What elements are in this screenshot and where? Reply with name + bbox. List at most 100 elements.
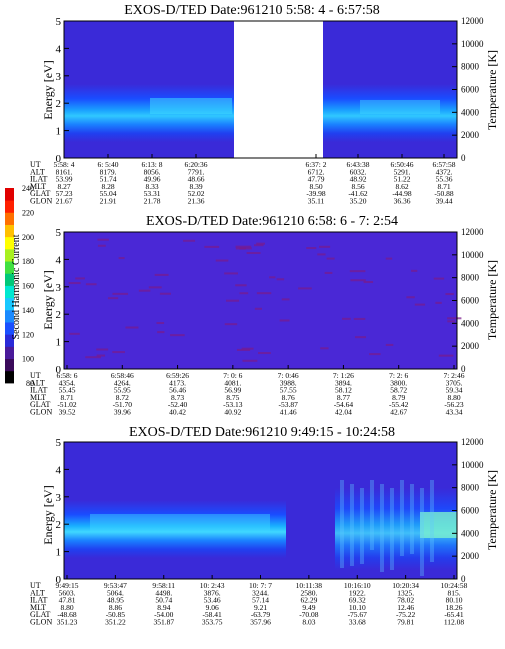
- colorbar-tick-label: 160: [22, 282, 34, 291]
- y-tick-label: 4: [56, 464, 62, 476]
- speckle: [350, 279, 366, 282]
- speckle: [256, 292, 272, 295]
- table-cell: 353.75: [202, 618, 223, 627]
- y2-tick-label: 10000: [461, 250, 484, 260]
- y-tick-label: 0: [56, 364, 62, 376]
- y-tick-label: 3: [56, 492, 62, 504]
- y2-tick-label: 6000: [461, 85, 480, 95]
- table-cell: 6032.: [350, 167, 367, 176]
- y-tick-label: 5: [56, 16, 62, 28]
- table-cell: 7: 0: 6: [223, 371, 242, 380]
- table-cell: 8.72: [116, 393, 129, 402]
- table-cell: 8.77: [337, 393, 350, 402]
- table-cell: 48.92: [350, 175, 367, 184]
- speckle: [363, 281, 374, 284]
- table-cell: -55.42: [389, 400, 409, 409]
- table-cell: 8.79: [392, 393, 405, 402]
- speckle: [242, 359, 258, 362]
- table-cell: 6:58: 6: [56, 371, 77, 380]
- table-cell: 9.06: [206, 603, 219, 612]
- colorbar-swatch: [5, 322, 14, 335]
- panel-title: EXOS-D/TED Date:961210 5:58: 4 - 6:57:58: [124, 3, 379, 18]
- speckle: [324, 271, 333, 274]
- table-cell: -52.40: [168, 400, 188, 409]
- y2-tick-label: 8000: [461, 273, 480, 283]
- energy-band: [64, 500, 286, 558]
- table-cell: 3894.: [335, 378, 352, 387]
- colorbar-tick-label: 220: [22, 208, 34, 217]
- table-cell: -54.64: [334, 400, 354, 409]
- table-cell: 35.20: [350, 197, 367, 206]
- y2-tick-label: 0: [461, 364, 466, 374]
- y2-tick-label: 2000: [461, 551, 480, 561]
- streak: [350, 484, 354, 566]
- speckle: [258, 352, 271, 355]
- table-cell: 8.86: [109, 603, 122, 612]
- speckle: [354, 336, 367, 339]
- streak: [390, 488, 394, 570]
- table-cell: 79.81: [397, 618, 414, 627]
- table-cell: 6:58:46: [111, 371, 134, 380]
- table-cell: 4354.: [59, 378, 76, 387]
- speckle: [157, 331, 165, 334]
- table-cell: 8.56: [351, 182, 364, 191]
- table-cell: 55.95: [114, 386, 131, 395]
- colorbar-swatch: [5, 212, 14, 225]
- table-cell: 62.29: [300, 596, 317, 605]
- colorbar-swatch: [5, 309, 14, 323]
- table-cell: 43.34: [446, 408, 463, 417]
- speckle: [246, 252, 261, 255]
- table-cell: -70.08: [299, 610, 319, 619]
- table-cell: 357.96: [250, 618, 271, 627]
- speckle: [85, 356, 101, 359]
- table-cell: 8.80: [60, 603, 73, 612]
- table-cell: 55.45: [59, 386, 76, 395]
- table-cell: 6:13: 8: [141, 160, 162, 169]
- y-axis-label: Energy [eV]: [41, 270, 55, 329]
- colorbar-tick-label: 180: [22, 257, 34, 266]
- speckle: [118, 257, 125, 260]
- speckle: [159, 292, 171, 295]
- table-cell: -65.41: [444, 610, 464, 619]
- table-cell: 5291.: [394, 167, 411, 176]
- y2-ticks: 0 2000 4000 6000 8000 10000 12000: [452, 16, 484, 163]
- speckle: [306, 247, 317, 250]
- table-cell: 351.87: [153, 618, 174, 627]
- y-tick-label: 1: [56, 126, 62, 138]
- row-label: MLT: [30, 393, 46, 402]
- table-cell: 6:20:36: [185, 160, 208, 169]
- table-cell: 47.81: [59, 596, 76, 605]
- table-cell: 3988.: [280, 378, 297, 387]
- orbit-info-table: UTALTILATMLTGLATGLON9:49:155603.47.818.8…: [30, 575, 468, 627]
- table-cell: -48.68: [57, 610, 77, 619]
- high-lat-streaks: [340, 480, 434, 576]
- table-cell: 53.31: [144, 189, 161, 198]
- speckle: [85, 283, 97, 286]
- y2-tick-label: 8000: [461, 62, 480, 72]
- table-cell: 9.49: [302, 603, 315, 612]
- table-cell: -75.67: [348, 610, 368, 619]
- row-label: MLT: [30, 603, 46, 612]
- row-label: ILAT: [30, 596, 47, 605]
- table-cell: 56.99: [224, 386, 241, 395]
- y-tick-label: 5: [56, 437, 62, 449]
- table-cell: 6:50:46: [391, 160, 414, 169]
- table-cell: 12.46: [397, 603, 414, 612]
- table-cell: 6712.: [308, 167, 325, 176]
- table-cell: 4264.: [114, 378, 131, 387]
- table-cell: 8.80: [447, 393, 460, 402]
- speckle: [112, 292, 129, 295]
- y2-axis-label: Temperature [K]: [485, 50, 499, 130]
- panel-2: EXOS-D/TED Date:961210 6:58: 6 - 7: 2:54…: [30, 214, 499, 417]
- speckle: [411, 269, 418, 272]
- y-tick-label: 4: [56, 254, 62, 266]
- band-core-left: [150, 98, 232, 114]
- colorbar-tick-label: 200: [22, 233, 34, 242]
- y-tick-label: 0: [56, 574, 62, 586]
- table-cell: 57.14: [252, 596, 269, 605]
- table-cell: 40.92: [224, 408, 241, 417]
- streak: [400, 480, 404, 556]
- row-label: ILAT: [30, 386, 47, 395]
